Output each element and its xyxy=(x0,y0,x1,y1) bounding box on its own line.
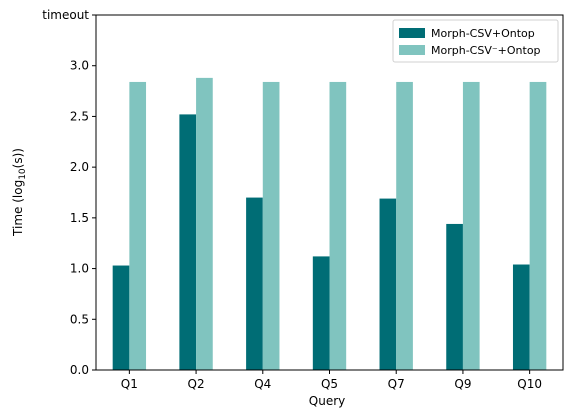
legend-box xyxy=(392,19,559,63)
legend: Morph-CSV+Ontop Morph-CSV⁻+Ontop xyxy=(392,19,559,63)
y-axis-label-suffix: (s)) xyxy=(11,148,25,168)
y-tick-label: 2.5 xyxy=(70,109,89,123)
x-tick-label: Q4 xyxy=(254,377,271,391)
y-tick-label: 0.0 xyxy=(70,363,89,377)
bar-series1-q5 xyxy=(312,256,330,370)
legend-swatch-1 xyxy=(399,28,425,38)
x-tick-label: Q2 xyxy=(188,377,205,391)
bar-series2-q7 xyxy=(396,81,413,370)
x-tick-label: Q1 xyxy=(121,377,138,391)
bar-series1-q2 xyxy=(179,114,197,371)
bar-series2-q10 xyxy=(529,81,547,370)
x-tick-label: Q5 xyxy=(321,377,338,391)
bar-series2-q2 xyxy=(196,77,213,370)
y-tick-label: 1.5 xyxy=(70,211,89,225)
bar-series1-q10 xyxy=(512,264,530,370)
y-tick-label: 2.0 xyxy=(70,160,89,174)
x-tick-label: Q7 xyxy=(388,377,405,391)
legend-label-1: Morph-CSV+Ontop xyxy=(431,27,535,40)
y-axis-label-main: Time (log xyxy=(11,180,25,237)
y-tick-label: 0.5 xyxy=(70,312,89,326)
legend-label-2: Morph-CSV⁻+Ontop xyxy=(431,44,541,57)
y-axis-label-subscript: 10 xyxy=(18,168,28,180)
bar-series1-q1 xyxy=(112,265,130,370)
bar-series2-q1 xyxy=(129,81,147,370)
x-axis-label: Query xyxy=(309,394,345,408)
bar-series1-q4 xyxy=(246,197,263,370)
x-tick-label: Q10 xyxy=(517,377,542,391)
y-tick-label: 1.0 xyxy=(70,262,89,276)
bar-series2-q4 xyxy=(262,81,280,370)
y-axis-label: Time (log10(s)) xyxy=(11,148,28,237)
bar-series1-q9 xyxy=(446,223,463,370)
bar-series2-q9 xyxy=(462,81,480,370)
bar-series2-q5 xyxy=(329,81,347,370)
legend-swatch-2 xyxy=(399,45,425,55)
y-tick-label: 3.0 xyxy=(70,59,89,73)
ticks-layer: 0.0 0.5 1.0 1.5 2.0 2.5 3.0 timeout Q1 Q2 Q4 Q5 Q7 Q9… xyxy=(42,8,542,391)
x-tick-label: Q9 xyxy=(454,377,471,391)
bars-layer xyxy=(112,77,547,371)
bar-series1-q7 xyxy=(379,198,397,370)
y-tick-label: timeout xyxy=(42,8,89,22)
